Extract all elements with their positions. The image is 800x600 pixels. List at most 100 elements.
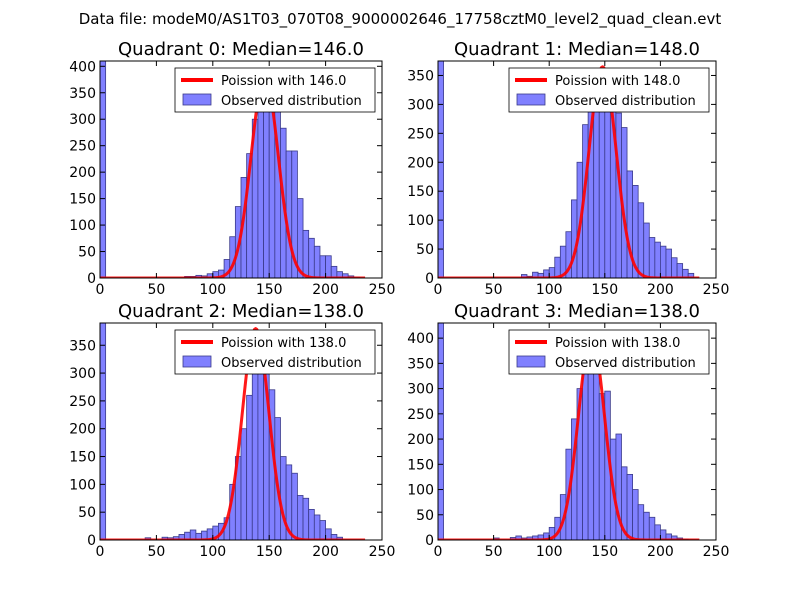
y-tick-label: 300: [407, 382, 434, 398]
x-tick-label: 100: [536, 282, 563, 298]
poisson-curve: [100, 327, 366, 540]
legend-label-observed: Observed distribution: [221, 356, 362, 371]
histogram-bar: [648, 516, 656, 540]
histogram-bar: [598, 92, 606, 278]
y-tick-label: 200: [69, 422, 96, 438]
y-tick-label: 300: [407, 97, 434, 113]
y-tick-label: 200: [407, 155, 434, 171]
quadrant-0-panel: 0 50 100 150 200 250 0 50 100 150 200 250 300 350 400 Q…: [69, 39, 395, 298]
x-tick-label: 100: [199, 282, 226, 298]
y-tick-label: 200: [69, 165, 96, 181]
y-tick-label: 250: [69, 394, 96, 410]
quadrant-1-panel: 0 50 100 150 200 250 0 50 100 150 200 250 300 350 Quad…: [407, 39, 729, 298]
legend-bar-swatch: [182, 93, 212, 106]
x-tick-label: 150: [256, 282, 283, 298]
y-tick-label: 300: [69, 366, 96, 382]
y-tick-label: 400: [407, 331, 434, 347]
quadrant-1-title: Quadrant 1: Median=148.0: [454, 39, 700, 60]
x-tick-label: 250: [703, 544, 730, 560]
legend-bar-swatch: [182, 355, 212, 368]
x-tick-label: 0: [96, 282, 105, 298]
y-tick-label: 0: [425, 533, 434, 549]
x-tick-label: 200: [312, 282, 339, 298]
y-tick-label: 50: [78, 245, 96, 261]
x-tick-label: 150: [591, 544, 618, 560]
y-tick-label: 350: [407, 356, 434, 372]
y-tick-label: 350: [69, 86, 96, 102]
figure-suptitle: Data file: modeM0/AS1T03_070T08_90000026…: [79, 10, 722, 29]
histogram-bar: [257, 344, 264, 540]
y-tick-label: 400: [69, 59, 96, 75]
y-tick-label: 150: [69, 450, 96, 466]
histogram-bar: [676, 263, 684, 278]
quadrant-0-title: Quadrant 0: Median=146.0: [118, 39, 364, 60]
quadrant-panels: 0 50 100 150 200 250 0 50 100 150 200 250 300 350 400 Q…: [69, 39, 729, 560]
histogram-bar: [325, 528, 332, 540]
y-tick-label: 50: [416, 242, 434, 258]
x-tick-label: 200: [647, 282, 674, 298]
quadrant-0-plot-area: [100, 61, 366, 278]
histogram-bar: [660, 529, 667, 540]
histogram-bar: [587, 365, 595, 540]
histogram-bar: [438, 323, 444, 540]
y-tick-label: 0: [87, 271, 96, 287]
histogram-bar: [654, 524, 661, 540]
quadrant-3-axes-frame: [437, 322, 717, 541]
x-tick-label: 100: [199, 544, 226, 560]
legend-label-poisson: Poission with 146.0: [221, 74, 346, 89]
histogram-bar: [593, 373, 600, 540]
y-tick-label: 150: [407, 457, 434, 473]
x-tick-label: 100: [536, 544, 563, 560]
histogram-bar: [665, 248, 672, 278]
legend-bar-swatch: [516, 355, 546, 368]
legend-label-observed: Observed distribution: [555, 94, 696, 109]
x-tick-label: 250: [369, 544, 396, 560]
quadrant-2-axes-frame: [99, 322, 383, 541]
x-tick-label: 0: [96, 544, 105, 560]
quadrant-2-title: Quadrant 2: Median=138.0: [118, 301, 364, 322]
histogram-bar: [291, 472, 298, 540]
x-tick-label: 50: [485, 282, 503, 298]
histogram-bar: [100, 323, 107, 540]
poisson-curve: [438, 334, 700, 540]
x-tick-label: 50: [147, 282, 165, 298]
legend-label-poisson: Poission with 138.0: [555, 336, 680, 351]
histogram-bar: [251, 361, 259, 540]
y-tick-label: 50: [78, 505, 96, 521]
histogram-bar: [308, 508, 315, 540]
histogram-bar: [319, 520, 326, 540]
histogram-bar: [582, 362, 589, 540]
x-tick-label: 250: [369, 282, 396, 298]
histogram-bar: [302, 229, 310, 278]
y-tick-label: 250: [407, 126, 434, 142]
histogram-bar: [100, 61, 107, 278]
y-tick-label: 150: [407, 184, 434, 200]
legend-label-poisson: Poission with 148.0: [555, 74, 680, 89]
y-tick-label: 250: [407, 407, 434, 423]
histogram-bar: [285, 150, 293, 278]
y-tick-label: 350: [407, 68, 434, 84]
histogram-bar: [604, 104, 611, 278]
histogram-bar: [296, 495, 304, 540]
x-tick-label: 200: [647, 544, 674, 560]
y-tick-label: 250: [69, 139, 96, 155]
quadrant-2-panel: 0 50 100 150 200 250 0 50 100 150 200 250 300 350 Quad…: [69, 301, 395, 560]
histogram-bar: [571, 199, 578, 278]
y-tick-label: 100: [69, 218, 96, 234]
y-tick-label: 0: [425, 271, 434, 287]
histogram-bar: [637, 504, 645, 540]
histogram-bar: [660, 245, 667, 278]
y-tick-label: 200: [407, 432, 434, 448]
y-tick-label: 0: [87, 533, 96, 549]
x-tick-label: 50: [485, 544, 503, 560]
quadrant-1-plot-area: [438, 61, 700, 278]
x-tick-label: 150: [591, 282, 618, 298]
histogram-bar: [313, 514, 321, 540]
y-tick-label: 100: [407, 213, 434, 229]
histogram-bar: [246, 394, 253, 540]
histogram-bar: [643, 222, 650, 278]
histogram-bar: [319, 255, 326, 278]
x-tick-label: 250: [703, 282, 730, 298]
histogram-bar: [654, 241, 661, 278]
